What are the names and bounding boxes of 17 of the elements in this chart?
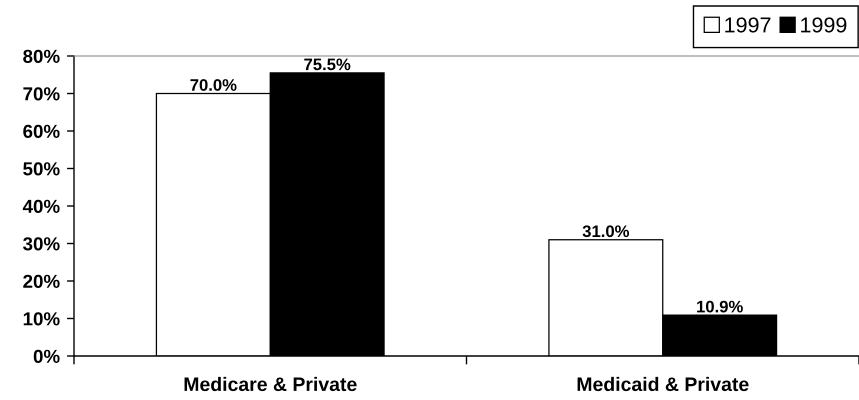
x-tick-label: Medicaid & Private <box>578 376 749 392</box>
y-tick-label: 0% <box>34 350 60 363</box>
legend-label: 1997 <box>725 17 770 33</box>
y-tick-label: 50% <box>23 162 60 176</box>
y-tick-label: 20% <box>23 274 60 288</box>
data-label: 75.5% <box>304 58 350 70</box>
data-label: 10.9% <box>697 300 743 313</box>
y-tick-label: 30% <box>23 237 60 251</box>
data-label: 70.0% <box>190 79 237 91</box>
y-tick-label: 10% <box>24 312 60 326</box>
data-label: 31.0% <box>582 225 630 238</box>
y-tick-label: 80% <box>23 50 60 63</box>
legend-label: 1999 <box>801 17 846 33</box>
y-tick-label: 40% <box>22 200 60 213</box>
x-tick-label: Medicare & Private <box>184 376 357 392</box>
y-tick-label: 70% <box>23 87 60 100</box>
y-tick-label: 60% <box>23 124 60 138</box>
